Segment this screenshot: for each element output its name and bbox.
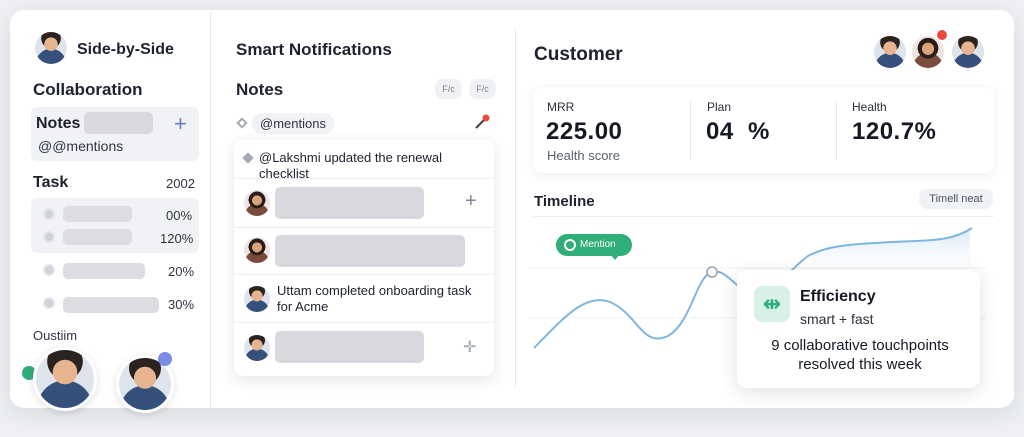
pin-icon[interactable]: [472, 112, 494, 132]
notification-placeholder: [275, 331, 424, 363]
metric-subtext-mrr: Health score: [547, 148, 620, 163]
efficiency-subtitle: smart + fast: [800, 311, 874, 327]
avatar: [244, 237, 270, 263]
metric-value-health: 120.7%: [852, 118, 937, 145]
task-value: 00%: [166, 208, 193, 223]
timeline-area: [812, 228, 970, 282]
timeline-line: [533, 227, 973, 349]
task-value: 120%: [160, 231, 194, 246]
notification-list: @Lakshmi updated the renewal checklist +…: [234, 140, 494, 376]
team-avatar[interactable]: [952, 36, 984, 68]
notification-dot: [937, 30, 947, 40]
collaborator-avatar[interactable]: [116, 355, 174, 413]
notes-placeholder: [84, 112, 153, 134]
notification-header-text: @Lakshmi updated the renewal checklist: [259, 150, 443, 181]
metric-divider: [690, 101, 691, 159]
task-check-icon[interactable]: [43, 231, 55, 243]
notes-section-title: Notes: [236, 80, 284, 99]
metric-label-health: Health: [852, 100, 887, 114]
filter-chip[interactable]: F/c: [435, 79, 462, 99]
timeline-title: Timeline: [534, 193, 595, 210]
filter-chip[interactable]: F/c: [469, 79, 496, 99]
metric-label-mrr: MRR: [547, 100, 575, 114]
move-icon[interactable]: ✛: [463, 339, 477, 356]
footer-label: Oustiim: [33, 328, 78, 343]
task-check-icon[interactable]: [43, 264, 55, 276]
mention-icon: [564, 239, 576, 251]
mention-pill-tail: [610, 254, 620, 260]
timeline-button[interactable]: Timell neat: [919, 189, 993, 209]
metric-label-plan: Plan: [707, 100, 732, 114]
add-note-icon[interactable]: +: [174, 111, 187, 136]
smart-notifications-title: Smart Notifications: [236, 40, 392, 59]
metric-value-plan: 04 %: [706, 118, 770, 145]
online-status-dot: [22, 366, 36, 380]
task-value: 30%: [168, 297, 195, 312]
task-check-icon[interactable]: [43, 208, 55, 220]
efficiency-title: Efficiency: [800, 288, 876, 305]
task-bar: [63, 297, 159, 313]
avatar: [244, 286, 270, 312]
task-bar: [63, 229, 132, 245]
efficiency-icon: ⇹: [754, 286, 790, 322]
efficiency-card: ⇹ Efficiency smart + fast 9 collaborativ…: [737, 270, 980, 388]
notes-label: Notes: [36, 115, 81, 132]
timeline-divider: [533, 216, 994, 217]
metric-value-mrr: 225.00: [546, 118, 623, 145]
team-avatar[interactable]: [912, 36, 944, 68]
diamond-icon: [242, 152, 254, 164]
notification-item[interactable]: +: [234, 178, 494, 227]
notification-placeholder: [275, 187, 424, 219]
task-value: 20%: [168, 264, 195, 279]
presence-dot: [158, 352, 172, 366]
column-divider-left: [210, 12, 211, 408]
notification-placeholder: [275, 235, 465, 267]
task-bar: [63, 263, 145, 279]
add-icon[interactable]: +: [465, 190, 477, 212]
customer-title: Customer: [534, 44, 623, 65]
mentions-tag[interactable]: @mentions: [252, 113, 334, 134]
notification-item[interactable]: [234, 227, 494, 274]
avatar: [244, 190, 270, 216]
metrics-card: MRR 225.00 Health score Plan 04 % Health…: [533, 87, 994, 173]
efficiency-text: 9 collaborative touchpoints resolved thi…: [771, 337, 949, 373]
task-check-icon[interactable]: [43, 297, 55, 309]
task-bar: [63, 206, 132, 222]
metric-divider: [836, 101, 837, 159]
mentions-label: @@mentions: [38, 138, 124, 154]
mention-pill[interactable]: Mention: [556, 234, 632, 256]
avatar: [244, 335, 270, 361]
user-avatar[interactable]: [35, 32, 67, 64]
notification-item[interactable]: Uttam completed onboarding task for Acme: [234, 274, 494, 322]
notification-item[interactable]: ✛: [234, 322, 494, 376]
task-count: 2002: [166, 176, 195, 191]
task-heading: Task: [33, 174, 69, 191]
mention-pill-label: Mention: [580, 239, 616, 250]
collaborator-avatar[interactable]: [33, 347, 97, 411]
app-header-title: Side-by-Side: [77, 41, 174, 58]
collaboration-heading: Collaboration: [33, 80, 143, 99]
team-avatar[interactable]: [874, 36, 906, 68]
column-divider-right: [515, 28, 516, 388]
timeline-marker[interactable]: [706, 266, 718, 278]
notification-text: Uttam completed onboarding task for Acme: [277, 283, 472, 314]
